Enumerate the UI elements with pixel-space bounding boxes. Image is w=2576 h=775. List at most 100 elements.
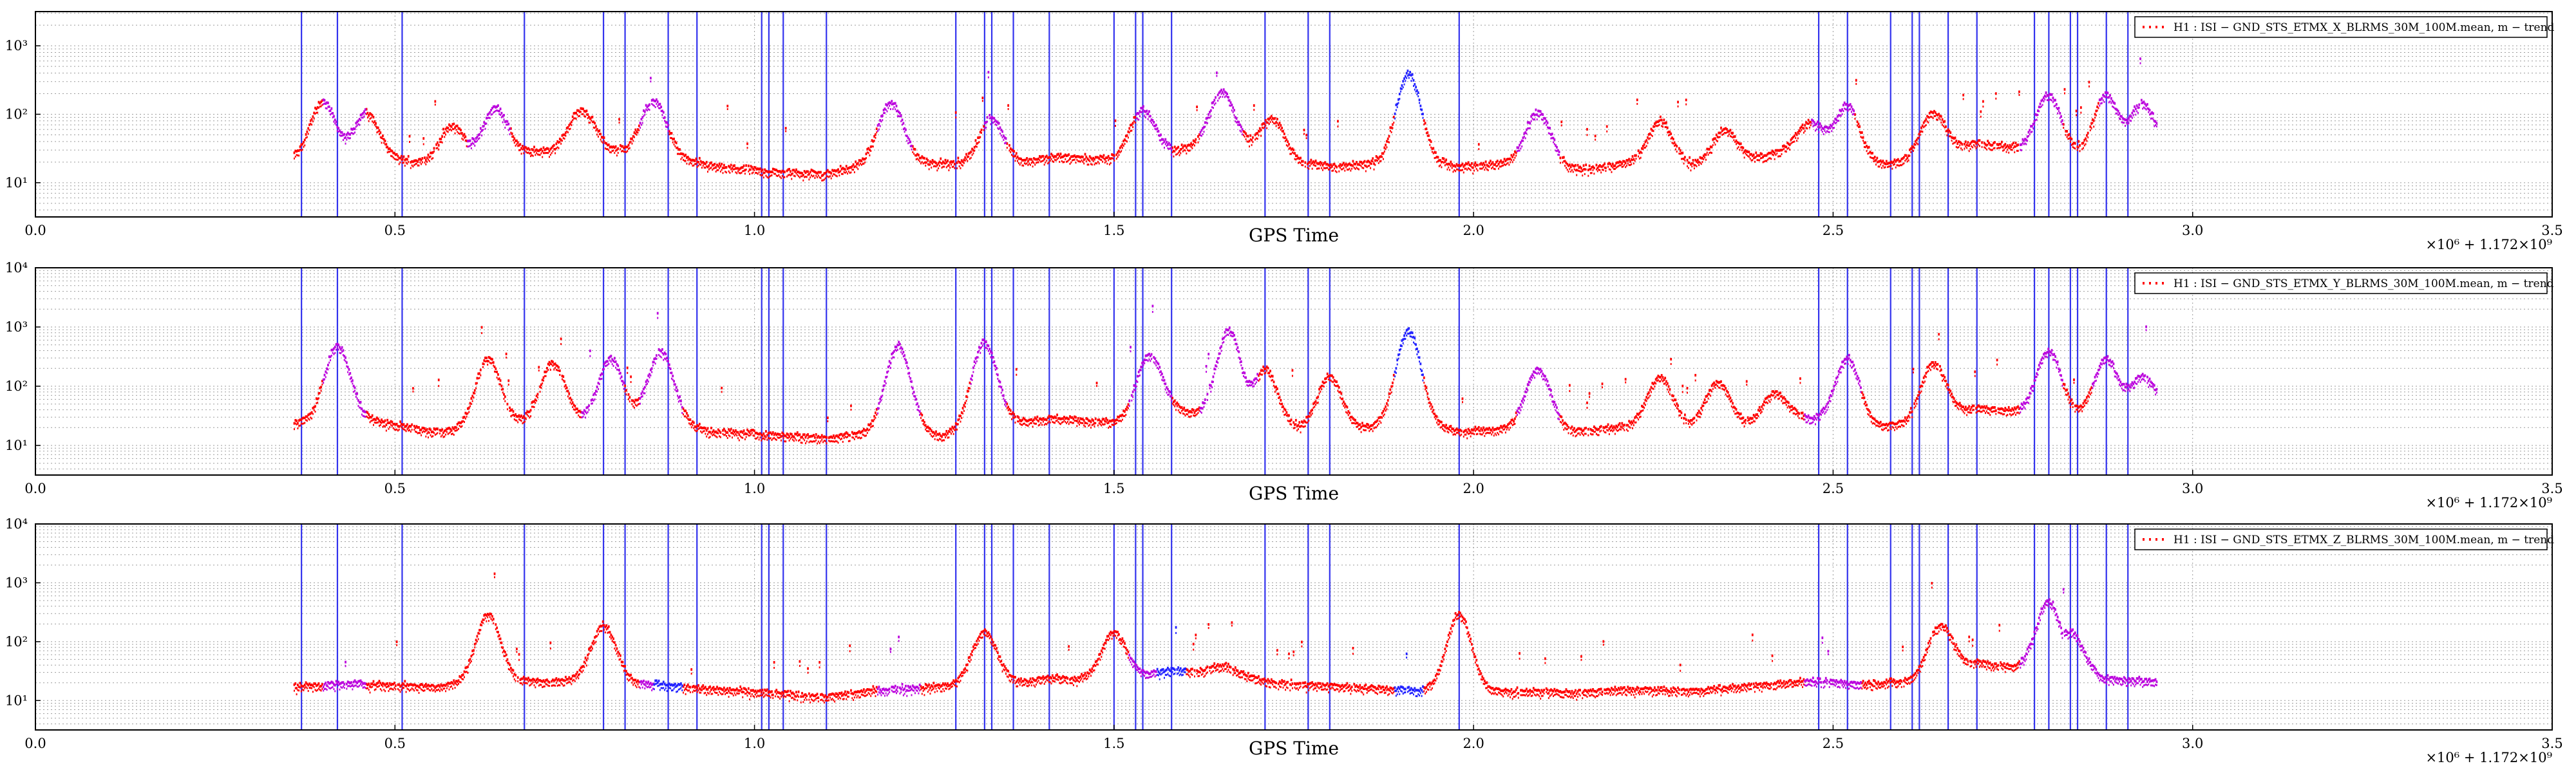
data-point: [1574, 168, 1575, 170]
data-point: [564, 380, 565, 383]
data-point: [1862, 140, 1864, 142]
data-point: [1197, 109, 1198, 111]
data-point: [1319, 167, 1320, 169]
data-point: [2099, 105, 2100, 107]
data-point: [526, 151, 527, 153]
data-point: [1426, 390, 1427, 392]
data-point: [968, 156, 969, 158]
data-point: [396, 429, 397, 431]
data-point: [1937, 119, 1938, 121]
data-point: [1045, 162, 1046, 163]
data-point: [406, 158, 408, 161]
data-point: [1142, 111, 1143, 113]
data-point: [746, 142, 748, 145]
data-point: [657, 100, 659, 103]
data-point: [526, 418, 527, 420]
data-point: [1100, 158, 1101, 160]
data-point: [1109, 163, 1110, 165]
data-point: [955, 429, 956, 431]
data-point: [1882, 165, 1884, 167]
data-point: [337, 127, 339, 129]
data-point: [308, 418, 309, 420]
data-point: [1182, 413, 1184, 415]
data-point: [521, 420, 522, 422]
data-point: [1068, 423, 1070, 425]
data-point: [1390, 393, 1391, 395]
data-point: [936, 169, 938, 171]
data-point: [1223, 93, 1224, 95]
data-point: [1939, 118, 1940, 120]
data-point: [1965, 140, 1967, 143]
data-point: [1504, 163, 1505, 165]
data-point: [1296, 429, 1298, 431]
data-point: [1229, 104, 1230, 106]
data-point: [1260, 129, 1262, 131]
data-point: [1586, 134, 1587, 136]
data-point: [1367, 165, 1368, 167]
data-point: [1797, 137, 1799, 139]
data-point: [765, 175, 766, 177]
data-point: [833, 434, 835, 437]
data-point: [1463, 436, 1464, 438]
data-point: [1337, 390, 1338, 392]
data-point: [1605, 431, 1606, 433]
data-point: [1614, 164, 1616, 167]
data-point: [415, 431, 416, 433]
data-point: [784, 176, 785, 178]
data-point: [491, 113, 493, 115]
data-point: [417, 433, 419, 434]
data-point: [557, 369, 558, 371]
data-point: [408, 161, 409, 163]
data-point: [707, 433, 708, 435]
data-point: [1128, 407, 1129, 409]
data-point: [1750, 158, 1751, 160]
data-point: [632, 406, 634, 407]
data-point: [1001, 135, 1002, 136]
data-point: [1584, 173, 1586, 175]
data-point: [1591, 172, 1593, 174]
data-point: [643, 115, 645, 117]
data-point: [994, 117, 996, 120]
data-point: [1550, 138, 1551, 140]
data-point: [314, 409, 315, 411]
data-point: [401, 155, 402, 158]
data-point: [1497, 432, 1498, 434]
data-point: [1057, 420, 1058, 422]
data-point: [1972, 146, 1973, 148]
data-point: [1179, 154, 1180, 156]
data-point: [1177, 153, 1178, 155]
data-point: [813, 434, 815, 436]
data-point: [1276, 125, 1277, 127]
data-point: [296, 154, 298, 156]
data-point: [929, 433, 931, 435]
data-point: [1499, 165, 1501, 167]
data-point: [975, 145, 976, 147]
data-point: [706, 161, 708, 163]
y-tick-label: 10¹: [5, 175, 28, 191]
data-point: [1057, 158, 1058, 160]
data-point: [1096, 382, 1098, 384]
data-point: [1705, 159, 1707, 161]
data-point: [1605, 170, 1606, 172]
data-point: [531, 154, 533, 156]
data-point: [452, 128, 453, 130]
data-point: [748, 165, 750, 167]
data-point: [861, 437, 862, 439]
data-point: [1236, 117, 1238, 120]
data-point: [943, 165, 945, 167]
data-point: [696, 430, 697, 432]
data-point: [1763, 160, 1765, 162]
data-point: [1848, 110, 1849, 112]
data-point: [457, 131, 458, 133]
data-point: [1056, 420, 1057, 422]
data-point: [2154, 126, 2155, 127]
data-point: [817, 176, 818, 178]
data-point: [1400, 91, 1401, 93]
data-point: [918, 159, 919, 161]
data-point: [899, 112, 901, 115]
data-point: [1590, 172, 1591, 174]
data-point: [469, 140, 471, 142]
data-point: [399, 420, 401, 423]
data-point: [1063, 161, 1065, 163]
data-point: [1506, 429, 1508, 431]
